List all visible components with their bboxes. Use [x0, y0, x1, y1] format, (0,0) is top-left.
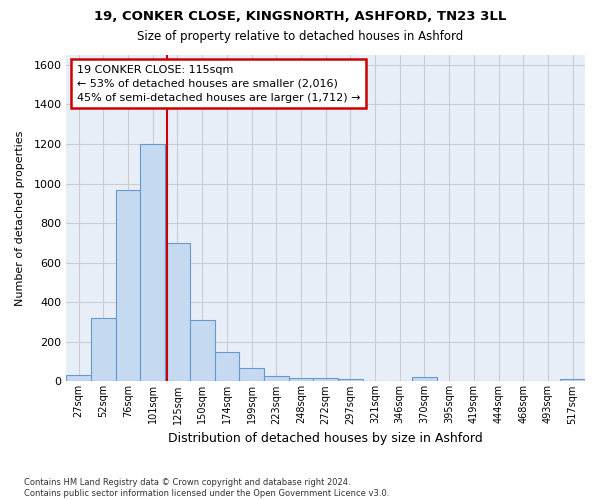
Text: 19 CONKER CLOSE: 115sqm
← 53% of detached houses are smaller (2,016)
45% of semi: 19 CONKER CLOSE: 115sqm ← 53% of detache… [77, 65, 360, 103]
Bar [140, 144, 165, 382]
Bar [165, 243, 190, 382]
Bar [412, 378, 437, 382]
Y-axis label: Number of detached properties: Number of detached properties [15, 130, 25, 306]
Bar [67, 376, 91, 382]
Text: Contains HM Land Registry data © Crown copyright and database right 2024.
Contai: Contains HM Land Registry data © Crown c… [24, 478, 389, 498]
Bar [116, 190, 140, 382]
Bar [338, 380, 363, 382]
X-axis label: Distribution of detached houses by size in Ashford: Distribution of detached houses by size … [168, 432, 483, 445]
Bar [313, 378, 338, 382]
Bar [190, 320, 215, 382]
Text: 19, CONKER CLOSE, KINGSNORTH, ASHFORD, TN23 3LL: 19, CONKER CLOSE, KINGSNORTH, ASHFORD, T… [94, 10, 506, 23]
Bar [215, 352, 239, 382]
Bar [289, 378, 313, 382]
Bar [264, 376, 289, 382]
Bar [91, 318, 116, 382]
Bar [560, 380, 585, 382]
Bar [239, 368, 264, 382]
Text: Size of property relative to detached houses in Ashford: Size of property relative to detached ho… [137, 30, 463, 43]
